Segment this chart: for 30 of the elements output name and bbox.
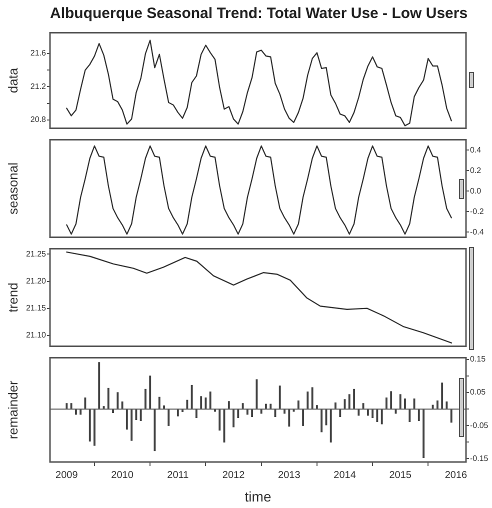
y-axis-title: data — [6, 67, 21, 94]
y-tick-label: -0.05 — [470, 420, 489, 430]
x-tick-label: 2012 — [222, 470, 246, 481]
y-tick-label: -0.15 — [470, 454, 489, 463]
x-tick-label: 2014 — [334, 470, 356, 481]
y-tick-label: 0.4 — [470, 145, 482, 154]
x-tick-label: 2016 — [444, 470, 468, 481]
y-axis-title: seasonal — [6, 162, 21, 215]
y-tick-label: 21.25 — [26, 249, 47, 258]
y-tick-label: 0.15 — [470, 354, 486, 364]
y-tick-label: 0.0 — [470, 186, 482, 196]
x-tick-label: 2015 — [389, 470, 412, 481]
chart-title: Albuquerque Seasonal Trend: Total Water Use - Low Users — [50, 5, 468, 22]
x-tick-label: 2013 — [278, 470, 301, 481]
y-tick-label: 21.10 — [26, 330, 47, 340]
y-tick-label: 21.20 — [26, 276, 47, 286]
y-tick-label: 0.05 — [470, 388, 486, 397]
y-tick-label: 21.2 — [30, 82, 47, 91]
x-tick-label: 2010 — [111, 470, 134, 481]
y-axis-title: trend — [6, 282, 21, 312]
y-tick-label: 21.15 — [26, 304, 47, 313]
y-tick-label: -0.2 — [470, 206, 484, 216]
x-tick-label: 2009 — [56, 470, 78, 481]
y-axis-title: remainder — [6, 380, 21, 440]
x-axis-title: time — [244, 488, 272, 504]
x-tick-label: 2011 — [167, 470, 190, 481]
y-tick-label: 20.8 — [30, 115, 47, 124]
y-tick-label: 21.6 — [30, 48, 47, 58]
y-tick-label: 0.2 — [470, 166, 482, 175]
y-tick-label: -0.4 — [470, 227, 484, 236]
